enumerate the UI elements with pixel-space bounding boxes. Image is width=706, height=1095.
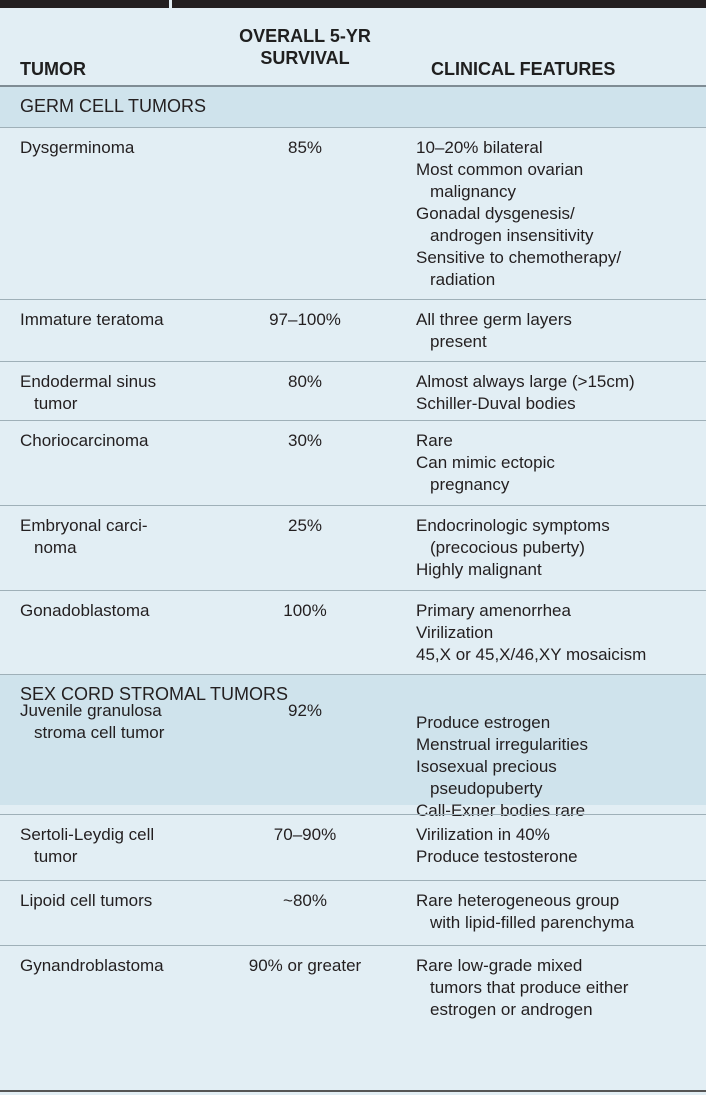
tumor-name: Lipoid cell tumors xyxy=(20,890,195,912)
clinical-features: All three germ layers present xyxy=(416,309,704,353)
survival-rate: 100% xyxy=(283,601,327,620)
header-clinical-features: CLINICAL FEATURES xyxy=(431,59,616,79)
tumor-name-line: tumor xyxy=(34,847,78,866)
tumor-name-line: noma xyxy=(34,538,77,557)
feature-line: Produce estrogen xyxy=(416,713,551,732)
feature-line: Rare low-grade mixed xyxy=(416,956,583,975)
survival-rate: ~80% xyxy=(283,891,327,910)
header-tumor: TUMOR xyxy=(20,59,86,79)
top-rule-gap xyxy=(169,0,172,8)
feature-line: Endocrinologic symptoms xyxy=(416,516,610,535)
feature-line: Highly malignant xyxy=(416,560,542,579)
feature-line: Isosexual precious xyxy=(416,757,557,776)
tumor-name-line: Embryonal carci- xyxy=(20,516,148,535)
survival-rate: 92% xyxy=(287,701,323,720)
bottom-rule xyxy=(0,1090,706,1092)
clinical-features: Rare Can mimic ectopic pregnancy xyxy=(416,430,704,496)
tumor-name-line: Choriocarcinoma xyxy=(20,431,149,450)
clinical-features: Rare low-grade mixed tumors that produce… xyxy=(416,955,704,1021)
tumor-name-line: tumor xyxy=(34,394,78,413)
tumor-name-line: Immature teratoma xyxy=(20,310,164,329)
feature-line: (precocious puberty) xyxy=(430,538,585,557)
tumor-name-line: Lipoid cell tumors xyxy=(20,891,153,910)
feature-line: Sensitive to chemotherapy/ xyxy=(416,248,622,267)
table-row: Immature teratoma 97–100% All three germ… xyxy=(0,299,706,362)
feature-line: Most common ovarian xyxy=(416,160,584,179)
tumor-name-line: Dysgerminoma xyxy=(20,138,135,157)
feature-line: androgen insensitivity xyxy=(430,226,594,245)
feature-line: Primary amenorrhea xyxy=(416,601,571,620)
survival-rate: 90% or greater xyxy=(248,956,362,975)
feature-line: pregnancy xyxy=(430,475,510,494)
clinical-features: Almost always large (>15cm) Schiller-Duv… xyxy=(416,371,704,415)
feature-line: present xyxy=(430,332,487,351)
feature-line: Rare xyxy=(416,431,453,450)
feature-line: tumors that produce either xyxy=(430,978,629,997)
clinical-features: Endocrinologic symptoms (precocious pube… xyxy=(416,515,704,581)
tumor-name: Dysgerminoma xyxy=(20,137,195,159)
tumor-name: Immature teratoma xyxy=(20,309,195,331)
tumor-name: Gynandroblastoma xyxy=(20,955,195,977)
tumor-name-line: Endodermal sinus xyxy=(20,372,157,391)
survival-rate: 85% xyxy=(287,138,323,157)
feature-line: Menstrual irregularities xyxy=(416,735,588,754)
survival-rate: 97–100% xyxy=(269,310,341,329)
tumor-name-line: Juvenile granulosa xyxy=(20,701,162,720)
tumor-name: Juvenile granulosa stroma cell tumor xyxy=(20,700,195,744)
feature-line: Virilization xyxy=(416,623,494,642)
section-title: SEX CORD STROMAL TUMORS xyxy=(20,684,289,704)
feature-line: Can mimic ectopic xyxy=(416,453,555,472)
feature-line: 45,X or 45,X/46,XY mosaicism xyxy=(416,645,647,664)
feature-line: 10–20% bilateral xyxy=(416,138,543,157)
clinical-features: Rare heterogeneous group with lipid-fill… xyxy=(416,890,704,934)
feature-line: Rare heterogeneous group xyxy=(416,891,620,910)
table-row: Embryonal carci- noma 25% Endocrinologic… xyxy=(0,505,706,591)
tumor-name: Choriocarcinoma xyxy=(20,430,195,452)
tumor-name: Endodermal sinus tumor xyxy=(20,371,195,415)
feature-line: Schiller-Duval bodies xyxy=(416,394,576,413)
header-survival-line1: OVERALL 5-YR xyxy=(239,26,371,46)
tumor-name: Gonadoblastoma xyxy=(20,600,195,622)
section-sex-cord-stromal-tumors: SEX CORD STROMAL TUMORS xyxy=(0,674,706,805)
feature-line: Virilization in 40% xyxy=(416,825,550,844)
tumor-name-line: Gonadoblastoma xyxy=(20,601,150,620)
feature-line: All three germ layers xyxy=(416,310,572,329)
table-header: TUMOR OVERALL 5-YR SURVIVAL CLINICAL FEA… xyxy=(0,8,706,87)
feature-line: Produce testosterone xyxy=(416,847,578,866)
header-survival-line2: SURVIVAL xyxy=(260,48,350,68)
table-row: Gynandroblastoma 90% or greater Rare low… xyxy=(0,945,706,1091)
clinical-features: Virilization in 40% Produce testosterone xyxy=(416,824,704,868)
feature-line: Call-Exner bodies rare xyxy=(416,801,586,820)
tumor-name-line: Sertoli-Leydig cell xyxy=(20,825,155,844)
section-germ-cell-tumors: GERM CELL TUMORS xyxy=(0,87,706,127)
table-row: Lipoid cell tumors ~80% Rare heterogeneo… xyxy=(0,880,706,941)
feature-line: radiation xyxy=(430,270,496,289)
feature-line: Gonadal dysgenesis/ xyxy=(416,204,575,223)
table-row: Gonadoblastoma 100% Primary amenorrhea V… xyxy=(0,590,706,675)
table-row: Sertoli-Leydig cell tumor 70–90% Viriliz… xyxy=(0,814,706,875)
top-rule xyxy=(0,0,706,8)
table-row: Choriocarcinoma 30% Rare Can mimic ectop… xyxy=(0,420,706,506)
header-survival: OVERALL 5-YR SURVIVAL xyxy=(200,25,410,69)
table-row: Juvenile granulosa stroma cell tumor 92%… xyxy=(0,694,706,820)
survival-rate: 70–90% xyxy=(273,825,337,844)
tumor-name-line: Gynandroblastoma xyxy=(20,956,164,975)
survival-rate: 25% xyxy=(287,516,323,535)
section-title: GERM CELL TUMORS xyxy=(20,96,207,116)
feature-line: with lipid-filled parenchyma xyxy=(430,913,635,932)
survival-rate: 80% xyxy=(287,372,323,391)
tumor-name: Embryonal carci- noma xyxy=(20,515,195,559)
feature-line: estrogen or androgen xyxy=(430,1000,593,1019)
clinical-features: Primary amenorrhea Virilization 45,X or … xyxy=(416,600,704,666)
clinical-features: 10–20% bilateral Most common ovarian mal… xyxy=(416,137,704,291)
clinical-features: Produce estrogen Menstrual irregularitie… xyxy=(416,712,704,822)
survival-rate: 30% xyxy=(287,431,323,450)
feature-line: Almost always large (>15cm) xyxy=(416,372,635,391)
tumor-name: Sertoli-Leydig cell tumor xyxy=(20,824,195,868)
feature-line: pseudopuberty xyxy=(430,779,543,798)
table-row: Dysgerminoma 85% 10–20% bilateral Most c… xyxy=(0,127,706,300)
tumor-name-line: stroma cell tumor xyxy=(34,723,165,742)
table-row: Endodermal sinus tumor 80% Almost always… xyxy=(0,361,706,421)
feature-line: malignancy xyxy=(430,182,516,201)
